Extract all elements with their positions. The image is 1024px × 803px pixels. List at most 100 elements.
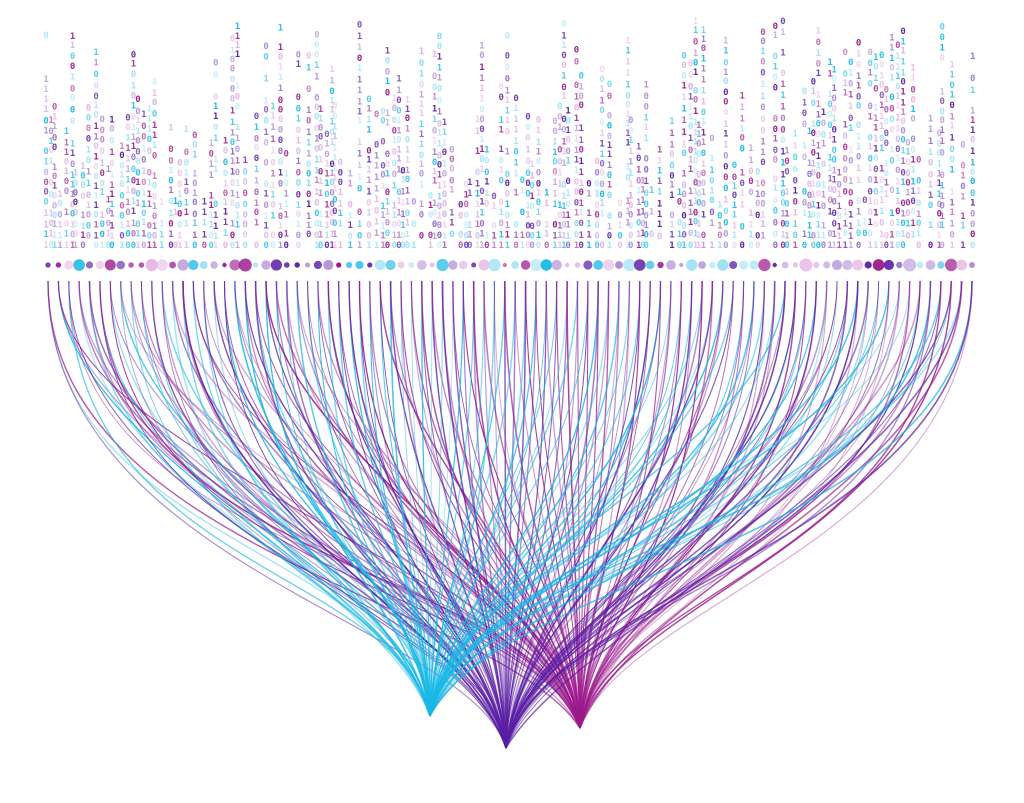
binary-digit: 1 [366,104,371,114]
binary-digit: 0 [432,83,437,93]
binary-digit: 0 [392,127,397,137]
binary-digit: 1 [141,145,146,155]
binary-digit: 0 [380,138,385,148]
binary-digit: 1 [93,192,98,202]
binary-digit: 0 [688,146,693,156]
binary-digit: 0 [879,60,884,70]
binary-digit: 1 [625,207,630,217]
node-dot [73,259,85,271]
binary-digit: 1 [701,87,706,97]
binary-digit: 0 [135,189,140,199]
magenta-sink-curve [579,280,921,729]
binary-digit: 0 [254,134,259,144]
binary-digit: 1 [432,50,437,60]
binary-digit: 0 [347,232,352,242]
binary-digit: 0 [306,160,311,170]
binary-digit: 0 [748,177,753,187]
binary-digit: 1 [884,178,889,188]
cyan-sink-curve [429,280,516,717]
binary-digit: 0 [681,222,686,232]
binary-digit: 0 [599,106,604,116]
binary-digit: 1 [586,209,591,219]
binary-digit: 1 [270,123,275,133]
binary-digit: 1 [270,190,275,200]
binary-digit: 1 [856,142,861,152]
binary-digit: 0 [802,120,807,130]
binary-digit: 0 [792,153,797,163]
node-dot [429,262,435,268]
binary-digit: 0 [332,101,337,111]
binary-digit: 0 [848,189,853,199]
binary-digit: 1 [484,189,489,199]
binary-digit: 0 [385,241,390,251]
binary-digit: 1 [780,80,785,90]
binary-digit: 1 [848,241,853,251]
binary-digit: 1 [895,113,900,123]
binary-digit: 1 [357,64,362,74]
binary-digit: 0 [93,70,98,80]
binary-digit: 1 [696,121,701,131]
binary-digit: 1 [306,200,311,210]
binary-digit: 0 [848,114,853,124]
binary-digit: 0 [324,190,329,200]
binary-digit: 0 [739,145,744,155]
node-dot [367,262,373,268]
binary-digit: 1 [147,241,152,251]
binary-digit: 1 [254,219,259,229]
binary-digit: 1 [419,69,424,79]
binary-digit: 0 [773,218,778,228]
binary-digit: 1 [900,178,905,188]
binary-digit: 1 [513,115,518,125]
binary-digit: 1 [895,154,900,164]
binary-digit: 0 [70,160,75,170]
node-dot [478,259,490,271]
binary-digit: 0 [43,188,48,198]
binary-digit: 1 [131,197,136,207]
binary-digit: 0 [131,241,136,251]
binary-digit: 0 [578,92,583,102]
binary-digit: 0 [681,211,686,221]
binary-digit: 0 [784,241,789,251]
binary-digit: 0 [784,220,789,230]
binary-digit: 0 [263,42,268,52]
violet-sink-curve [400,280,507,749]
binary-digit: 1 [936,169,941,179]
binary-digit: 1 [681,93,686,103]
binary-digit: 0 [792,231,797,241]
binary-digit: 1 [324,139,329,149]
binary-digit: 1 [760,138,765,148]
binary-digit: 0 [332,207,337,217]
binary-digit: 1 [701,188,706,198]
binary-digit: 1 [873,241,878,251]
binary-digit: 1 [939,43,944,53]
violet-sink-curve [505,280,682,749]
binary-digit: 0 [43,116,48,126]
binary-digit: 1 [505,221,510,231]
cyan-sink-curve [389,280,431,717]
binary-digit: 0 [380,161,385,171]
binary-digit: 1 [884,95,889,105]
binary-digit: 1 [643,81,648,91]
node-dot [896,261,903,269]
binary-digit: 1 [739,125,744,135]
binary-digit: 0 [385,57,390,67]
binary-digit: 1 [827,90,832,100]
binary-digit: 1 [755,190,760,200]
binary-digit: 1 [536,189,541,199]
binary-digit: 0 [106,241,111,251]
binary-digit: 1 [856,219,861,229]
binary-digit: 1 [396,86,401,96]
binary-digit: 1 [338,209,343,219]
binary-digit: 0 [802,241,807,251]
node-dot [436,258,449,272]
binary-digit: 1 [578,199,583,209]
binary-digit: 1 [873,53,878,63]
binary-digit: 1 [131,60,136,70]
binary-digit: 1 [910,231,915,241]
binary-digit: 1 [347,211,352,221]
binary-digit: 0 [314,41,319,51]
binary-digit: 1 [842,89,847,99]
binary-digit: 1 [807,231,812,241]
violet-sink-curve [505,280,537,749]
binary-digit: 0 [223,189,228,199]
